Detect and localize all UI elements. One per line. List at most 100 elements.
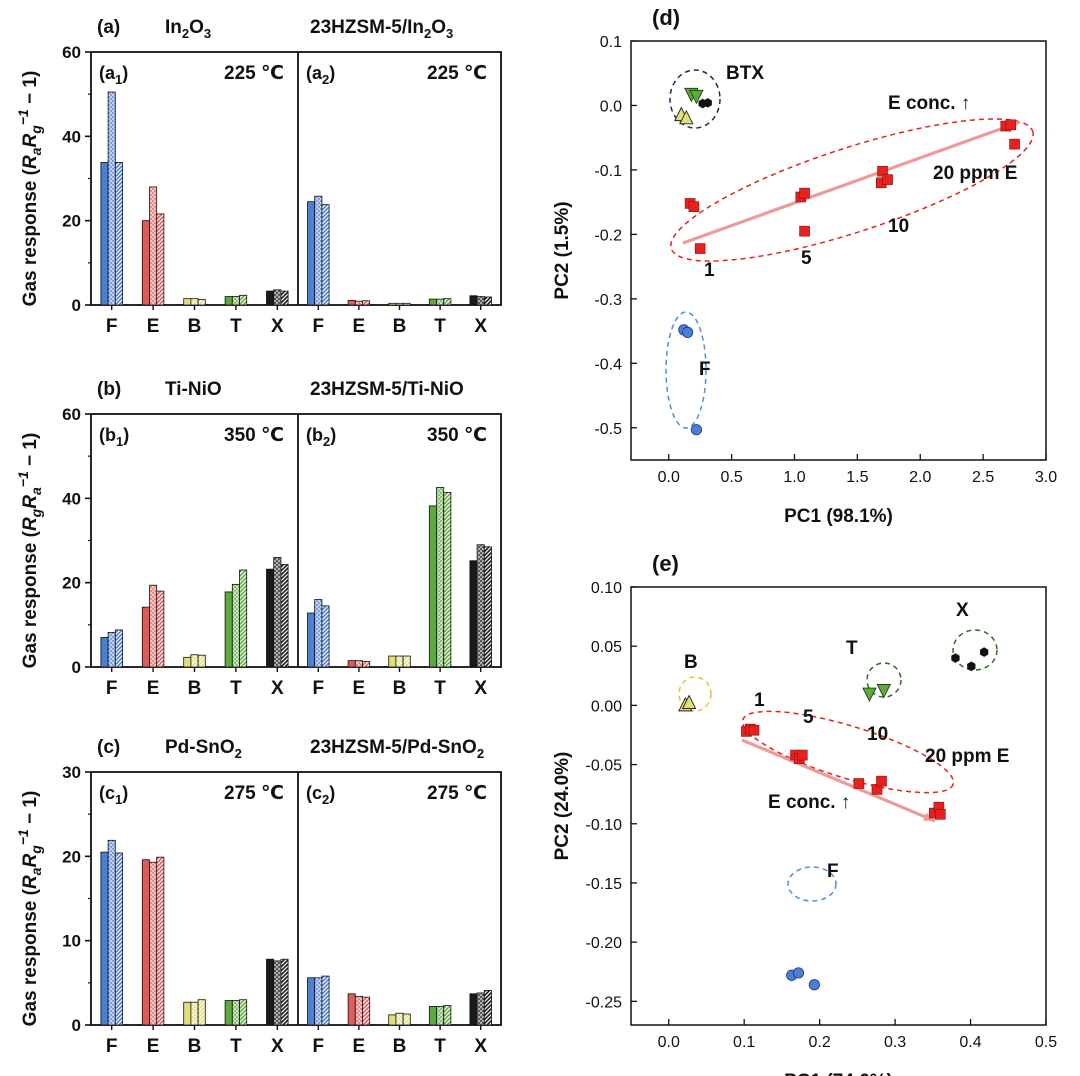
bar-F-2 (107, 632, 116, 668)
category-label: B (188, 678, 202, 699)
bar-T-3 (239, 999, 248, 1026)
f-cluster-ellipse (665, 311, 707, 429)
point-X (703, 98, 712, 108)
point-T (862, 687, 877, 703)
y-tick-label: -0.3 (594, 292, 622, 309)
x-tick-label: 0.2 (809, 1034, 831, 1051)
bar-F-3 (321, 975, 330, 1026)
y-tick-label: 0 (72, 296, 81, 315)
y-tick-label: 10 (62, 932, 81, 951)
subplot-title: Ti-NiO (165, 379, 222, 400)
bar-E-1 (347, 660, 356, 668)
y-tick-label: 20 (62, 847, 81, 866)
category-label: T (434, 1036, 446, 1057)
bar-E-1 (347, 299, 356, 306)
bar-F-1 (100, 851, 109, 1026)
x-tick-label: 0.5 (1035, 1034, 1057, 1051)
bar-F-2 (314, 599, 323, 668)
bar-B-2 (395, 1012, 404, 1026)
y-tick-label: -0.25 (586, 994, 623, 1011)
e-cluster-ellipse (741, 710, 955, 794)
point-B (681, 694, 697, 709)
e20-label: 20 ppm E (933, 163, 1017, 184)
category-label: B (393, 678, 407, 699)
category-label: B (393, 316, 407, 337)
y-tick-label: 20 (62, 574, 81, 593)
bar-B-3 (197, 299, 206, 306)
point-X (979, 647, 989, 657)
panel-a: (a) 0 20 40 60 Gas response (RaRg−1 − 1) In2O3… (15, 17, 502, 337)
point-E (748, 724, 760, 736)
bar-X-3 (280, 958, 289, 1026)
bar-B-1 (388, 655, 397, 668)
subplot-label: (b1) (99, 425, 129, 449)
bar-T-2 (436, 298, 445, 306)
y-tick-label: 60 (62, 43, 81, 62)
t-label: T (846, 638, 858, 659)
bar-B-3 (402, 1013, 411, 1026)
point-F (808, 979, 820, 991)
y-axis-title: Gas response (RgRa−1 − 1) (15, 433, 44, 669)
panel-label: (b) (97, 379, 121, 400)
e-conc-arrow-head (923, 812, 935, 821)
x-tick-label: 0.0 (658, 469, 680, 486)
y-tick-label: -0.15 (586, 876, 623, 893)
bar-X-1 (469, 560, 478, 668)
e-conc-arrow (682, 120, 1021, 245)
plot-frame (90, 771, 502, 1026)
bar-E-3 (362, 300, 371, 306)
x-tick-label: 2.0 (909, 469, 931, 486)
f-label: F (699, 359, 711, 380)
bar-F-3 (114, 852, 123, 1026)
e10-label: 10 (888, 216, 909, 237)
category-label: X (474, 1036, 487, 1057)
temperature-label: 225 ℃ (427, 63, 487, 84)
y-tick-label: 60 (62, 405, 81, 424)
point-F (792, 967, 805, 979)
bar-F-1 (307, 977, 316, 1026)
category-label: T (230, 316, 242, 337)
bar-E-3 (362, 661, 371, 668)
temperature-label: 275 ℃ (427, 783, 487, 804)
bar-X-2 (273, 289, 282, 306)
bar-T-2 (231, 296, 240, 306)
bar-E-1 (347, 993, 356, 1026)
temperature-label: 275 ℃ (224, 783, 284, 804)
category-label: X (271, 316, 284, 337)
bar-X-3 (280, 564, 289, 668)
panel-label: (e) (652, 551, 679, 576)
y-tick-label: -0.5 (594, 421, 622, 438)
bar-B-1 (388, 1014, 397, 1026)
point-E (876, 775, 887, 787)
bar-T-2 (231, 583, 240, 668)
point-X (951, 653, 960, 663)
y-tick-label: 40 (62, 489, 81, 508)
bar-X-1 (469, 993, 478, 1026)
plot-frame (90, 413, 502, 668)
point-E (688, 201, 700, 212)
y-tick-label: 0.0 (600, 98, 622, 115)
subplot-title: 23HZSM-5/In2O3 (310, 17, 453, 41)
bar-B-3 (197, 999, 206, 1026)
category-label: B (393, 1036, 407, 1057)
bar-F-3 (114, 629, 123, 668)
panel-b: (b) 0 20 40 60 Gas response (RgRa−1 − 1) Ti-Ni… (15, 379, 502, 699)
bar-E-1 (141, 220, 150, 306)
point-E (799, 187, 810, 199)
bar-T-3 (443, 492, 452, 668)
subplot-label: (a2) (306, 63, 335, 87)
bar-B-3 (197, 654, 206, 668)
y-tick-label: 30 (62, 763, 81, 782)
subplot-label: (c2) (306, 783, 335, 807)
x-tick-label: 0.4 (959, 1034, 981, 1051)
bar-T-2 (436, 1006, 445, 1026)
bar-T-1 (224, 296, 233, 306)
subplot-label: (c1) (99, 783, 128, 807)
subplot-title: Pd-SnO2 (165, 737, 242, 761)
x-label: X (956, 600, 969, 621)
bar-B-1 (183, 1001, 192, 1026)
x-tick-label: 0.0 (658, 1034, 680, 1051)
x-tick-label: 1.5 (846, 469, 868, 486)
panel-c: (c) 0 10 20 30 Gas response (RaRg−1 − 1) Pd-Sn… (15, 737, 502, 1057)
subplot-label: (b2) (306, 425, 336, 449)
